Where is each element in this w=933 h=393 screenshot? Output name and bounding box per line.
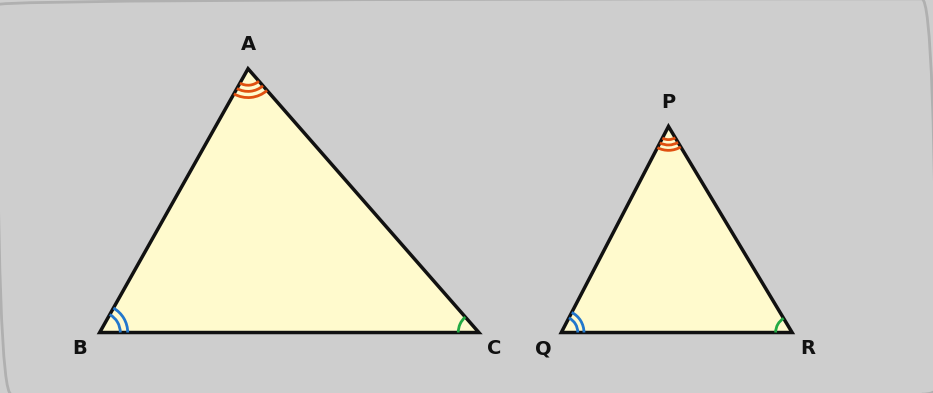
Polygon shape bbox=[562, 127, 792, 332]
Polygon shape bbox=[100, 69, 479, 332]
Text: Q: Q bbox=[535, 339, 551, 358]
Text: A: A bbox=[241, 35, 256, 54]
Text: B: B bbox=[73, 339, 88, 358]
Text: P: P bbox=[661, 93, 675, 112]
Text: R: R bbox=[801, 339, 815, 358]
Text: C: C bbox=[487, 339, 501, 358]
